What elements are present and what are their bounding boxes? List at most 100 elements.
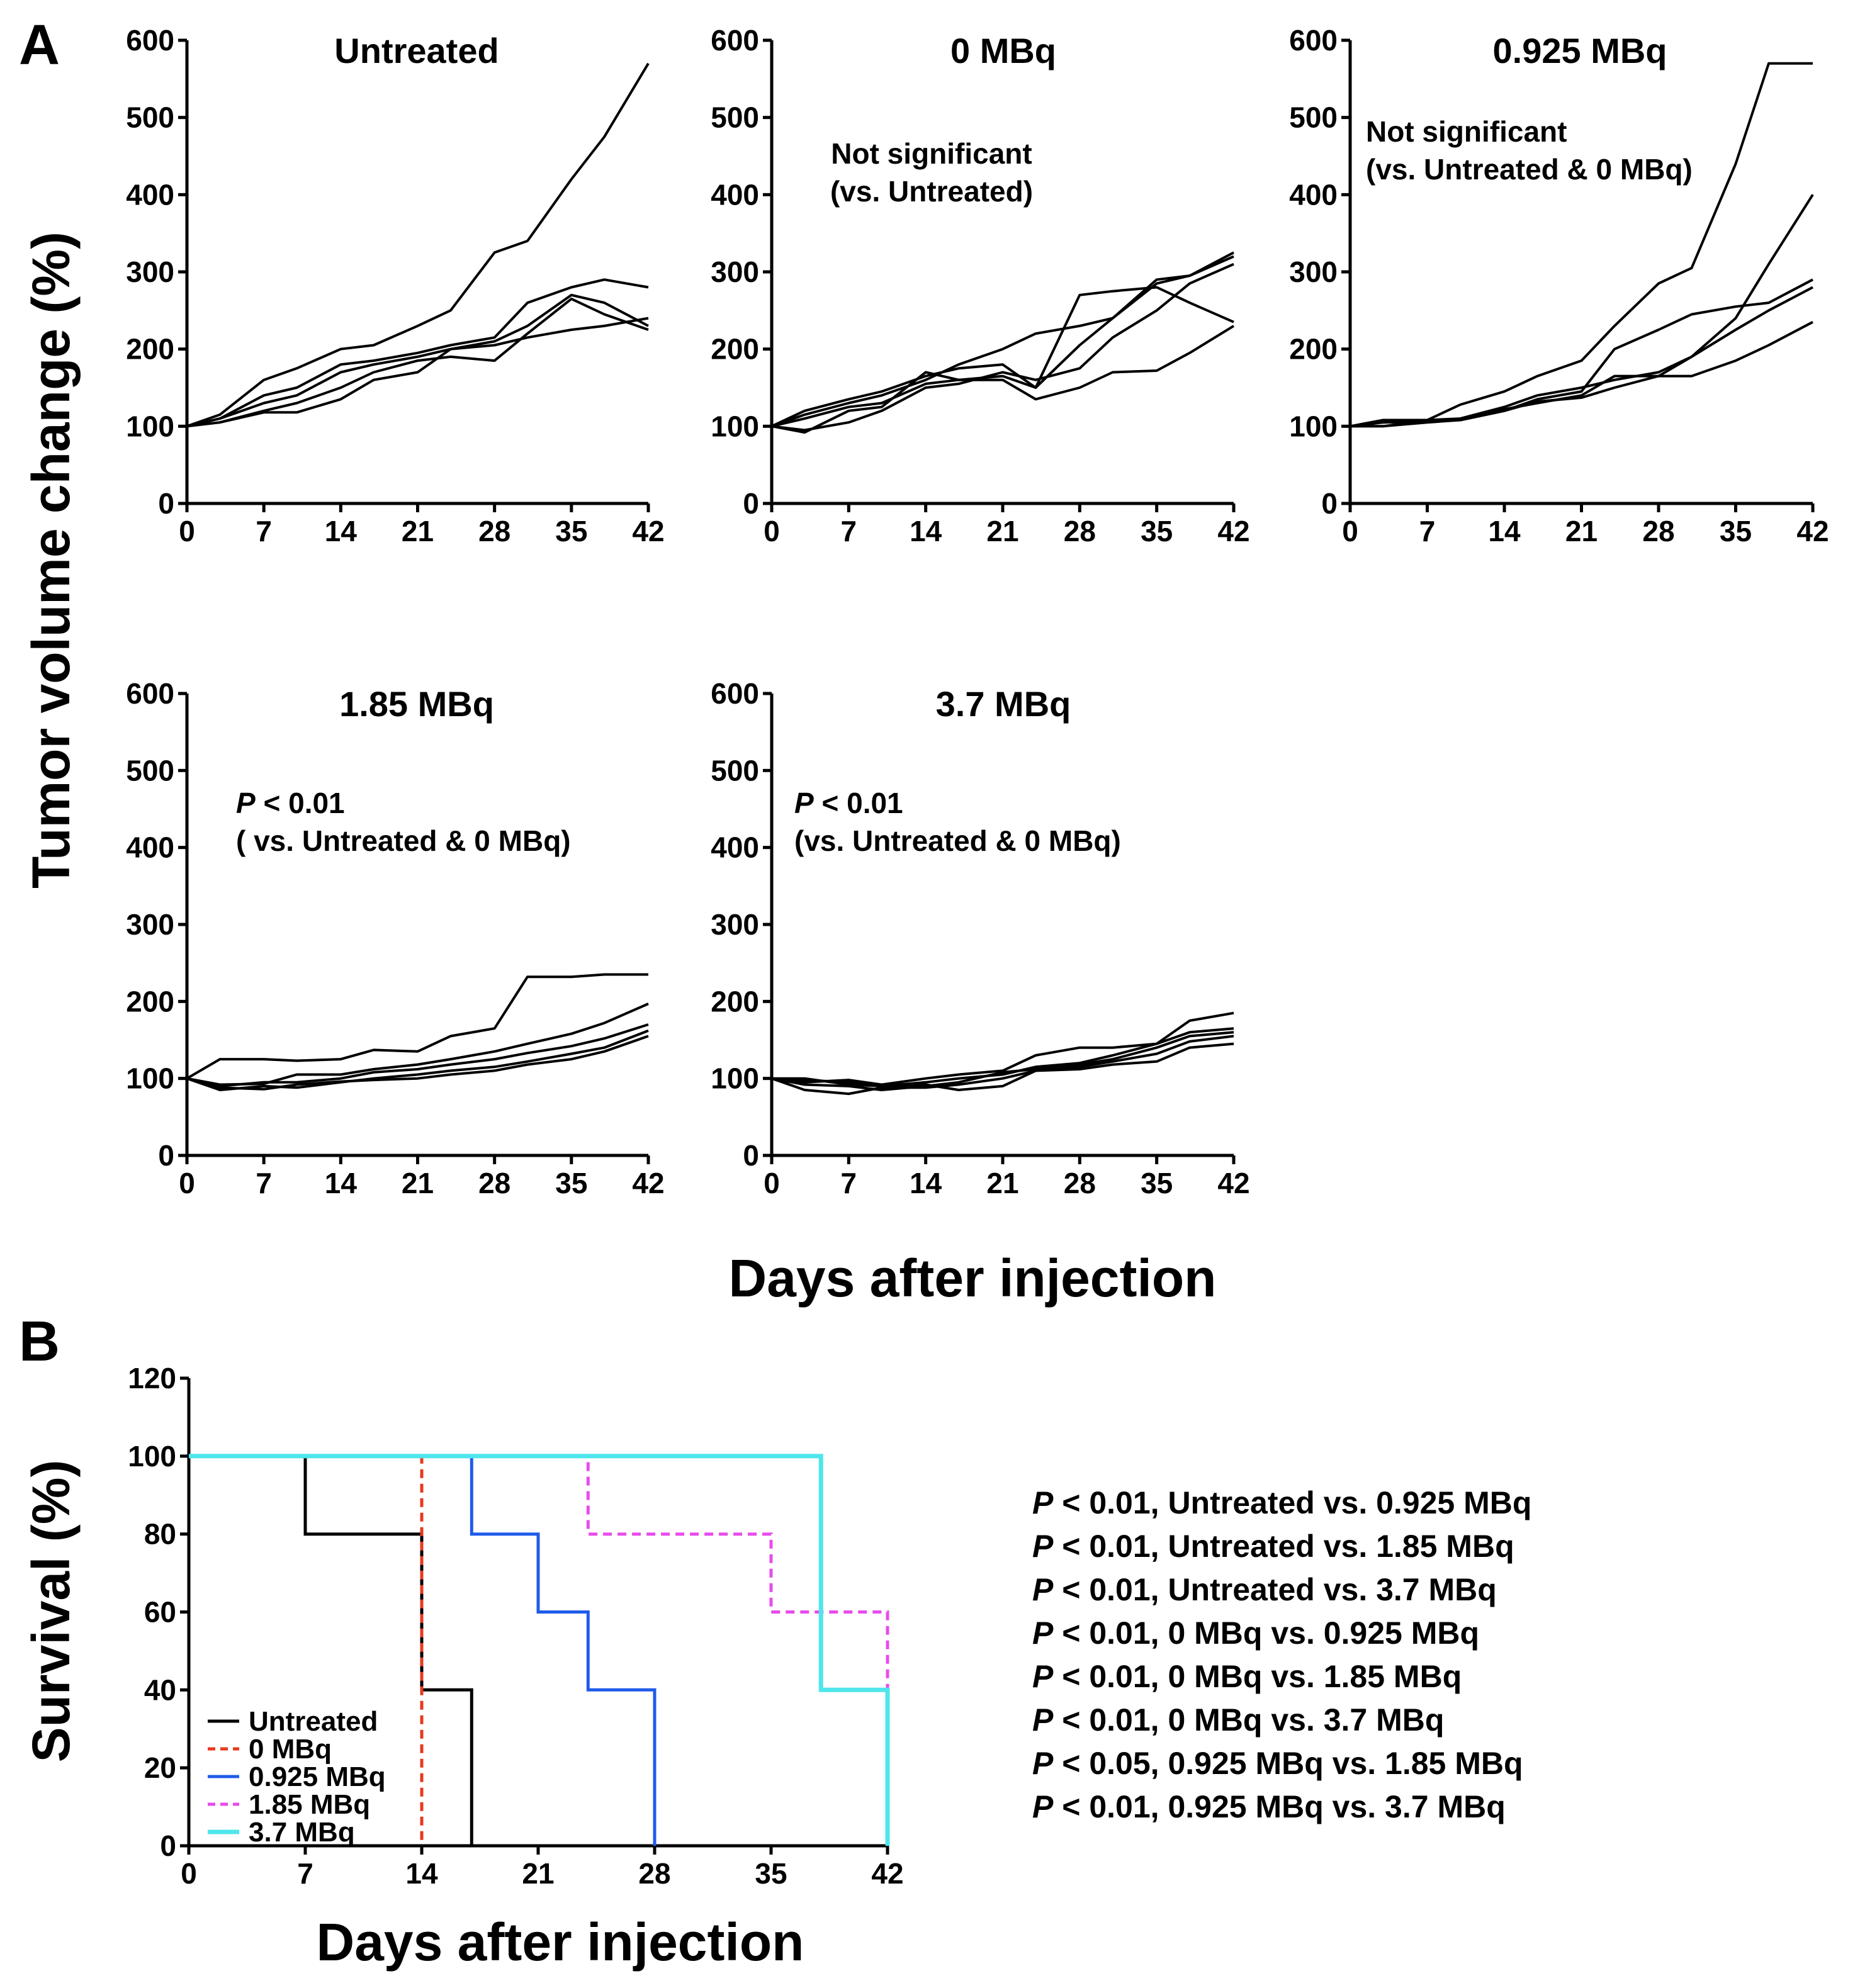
x-tick-label: 28 (478, 515, 510, 548)
y-tick-label: 600 (1289, 24, 1338, 57)
y-tick-label: 300 (126, 908, 174, 941)
y-tick-label: 100 (126, 1062, 174, 1095)
y-tick-label: 20 (144, 1751, 176, 1784)
x-tick-label: 14 (1488, 515, 1521, 548)
x-tick-label: 35 (755, 1857, 787, 1890)
x-tick-label: 42 (1796, 515, 1829, 548)
x-tick-label: 21 (402, 1167, 434, 1199)
chart-annotation: Not significant (1366, 115, 1567, 148)
survival-stats-list: P < 0.01, Untreated vs. 0.925 MBq P < 0.0… (1032, 1485, 1531, 1824)
panel-label-a: A (19, 14, 60, 77)
series-line-1 (186, 973, 648, 1080)
x-tick-label: 0 (764, 1167, 780, 1199)
series-line-2 (186, 278, 649, 428)
chart-annotation: P < 0.01 (794, 787, 903, 819)
series-line-5 (186, 1035, 649, 1091)
chart-survival: 0 20 40 60 80 100 120 0 7 14 21 28 35 42 Survival (%) D… (21, 1362, 904, 1972)
tumor-x-axis-label: Days after injection (729, 1249, 1217, 1308)
x-tick-label: 7 (256, 1167, 272, 1199)
stat-line: P < 0.01, Untreated vs. 0.925 MBq (1032, 1485, 1531, 1520)
legend-label: 3.7 MBq (249, 1817, 355, 1848)
y-tick-label: 500 (126, 101, 174, 134)
series-line-3 (771, 251, 1234, 434)
x-tick-label: 21 (986, 1167, 1018, 1199)
series-line-4 (186, 297, 649, 428)
chart-title: 1.85 MBq (339, 684, 494, 724)
y-tick-label: 500 (711, 754, 759, 787)
chart-title: Untreated (334, 31, 499, 70)
series-line-2 (186, 1002, 649, 1086)
chart-annotation: ( vs. Untreated & 0 MBq) (236, 824, 571, 857)
y-tick-label: 60 (144, 1596, 176, 1629)
chart-37-mbq: 0 100 200 300 400 500 600 0 7 14 21 28 35 42 3.7 MBq P … (711, 677, 1249, 1199)
x-tick-label: 28 (1064, 1167, 1096, 1199)
survival-curve-2 (189, 1454, 657, 1846)
series-line-5 (772, 1042, 1234, 1091)
survival-curve-4 (189, 1454, 890, 1846)
series-line-5 (186, 317, 649, 428)
x-tick-label: 42 (1217, 515, 1249, 548)
x-tick-label: 14 (405, 1857, 438, 1890)
stat-line: P < 0.01, Untreated vs. 1.85 MBq (1032, 1529, 1514, 1564)
x-tick-label: 14 (325, 1167, 358, 1199)
y-tick-label: 300 (711, 256, 759, 288)
y-tick-label: 0 (160, 1829, 176, 1862)
x-tick-label: 7 (841, 515, 857, 548)
x-tick-label: 21 (1565, 515, 1598, 548)
y-tick-label: 100 (126, 410, 174, 442)
series-line-1 (771, 1011, 1234, 1087)
y-tick-label: 400 (711, 178, 759, 211)
y-tick-label: 200 (126, 333, 174, 366)
x-tick-label: 14 (910, 515, 942, 548)
stat-line: P < 0.01, 0 MBq vs. 0.925 MBq (1032, 1615, 1479, 1651)
x-tick-label: 21 (986, 515, 1018, 548)
survival-x-axis-label: Days after injection (317, 1912, 804, 1972)
tumor-y-axis-label: Tumor volume change (%) (21, 232, 81, 889)
panel-label-b: B (19, 1310, 60, 1373)
y-tick-label: 100 (128, 1440, 176, 1473)
y-tick-label: 0 (743, 487, 759, 520)
chart-annotation: P < 0.01 (236, 787, 345, 819)
y-tick-label: 40 (144, 1673, 176, 1706)
stat-line: P < 0.01, 0 MBq vs. 3.7 MBq (1032, 1702, 1444, 1738)
series-line-4 (186, 1029, 649, 1091)
y-tick-label: 300 (711, 908, 759, 941)
chart-annotation: (vs. Untreated & 0 MBq) (1366, 153, 1693, 186)
y-tick-label: 0 (743, 1139, 759, 1172)
x-tick-label: 35 (1141, 515, 1173, 548)
stat-line: P < 0.01, Untreated vs. 3.7 MBq (1032, 1572, 1497, 1607)
x-tick-label: 35 (1141, 1167, 1173, 1199)
x-tick-label: 35 (555, 1167, 587, 1199)
y-tick-label: 120 (128, 1362, 176, 1395)
y-tick-label: 200 (711, 333, 759, 366)
x-tick-label: 35 (1720, 515, 1752, 548)
y-tick-label: 600 (126, 677, 174, 710)
x-tick-label: 35 (555, 515, 587, 548)
chart-185-mbq: 0 100 200 300 400 500 600 0 7 14 21 28 35 42 1.85 MBq P… (126, 677, 664, 1199)
series-line-2 (771, 255, 1234, 428)
legend-label: 0 MBq (249, 1734, 332, 1765)
y-tick-label: 600 (711, 24, 759, 57)
chart-title: 0.925 MBq (1493, 31, 1667, 70)
x-tick-label: 14 (325, 515, 358, 548)
y-tick-label: 600 (711, 677, 759, 710)
series-line-2 (771, 1027, 1234, 1086)
y-tick-label: 100 (1289, 410, 1338, 442)
y-tick-label: 500 (711, 101, 759, 134)
series-line-3 (186, 293, 649, 428)
y-tick-label: 400 (1289, 178, 1338, 211)
y-tick-label: 400 (711, 831, 759, 864)
x-tick-label: 28 (638, 1857, 670, 1890)
x-tick-label: 0 (179, 515, 195, 548)
y-tick-label: 200 (126, 985, 174, 1018)
x-tick-label: 7 (1419, 515, 1436, 548)
x-tick-label: 7 (841, 1167, 857, 1199)
y-tick-label: 500 (1289, 101, 1338, 134)
y-tick-label: 200 (1289, 333, 1338, 366)
x-tick-label: 0 (1342, 515, 1358, 548)
y-tick-label: 600 (126, 24, 174, 57)
x-tick-label: 21 (402, 515, 434, 548)
x-tick-label: 28 (478, 1167, 510, 1199)
y-tick-label: 400 (126, 178, 174, 211)
x-tick-label: 7 (256, 515, 272, 548)
